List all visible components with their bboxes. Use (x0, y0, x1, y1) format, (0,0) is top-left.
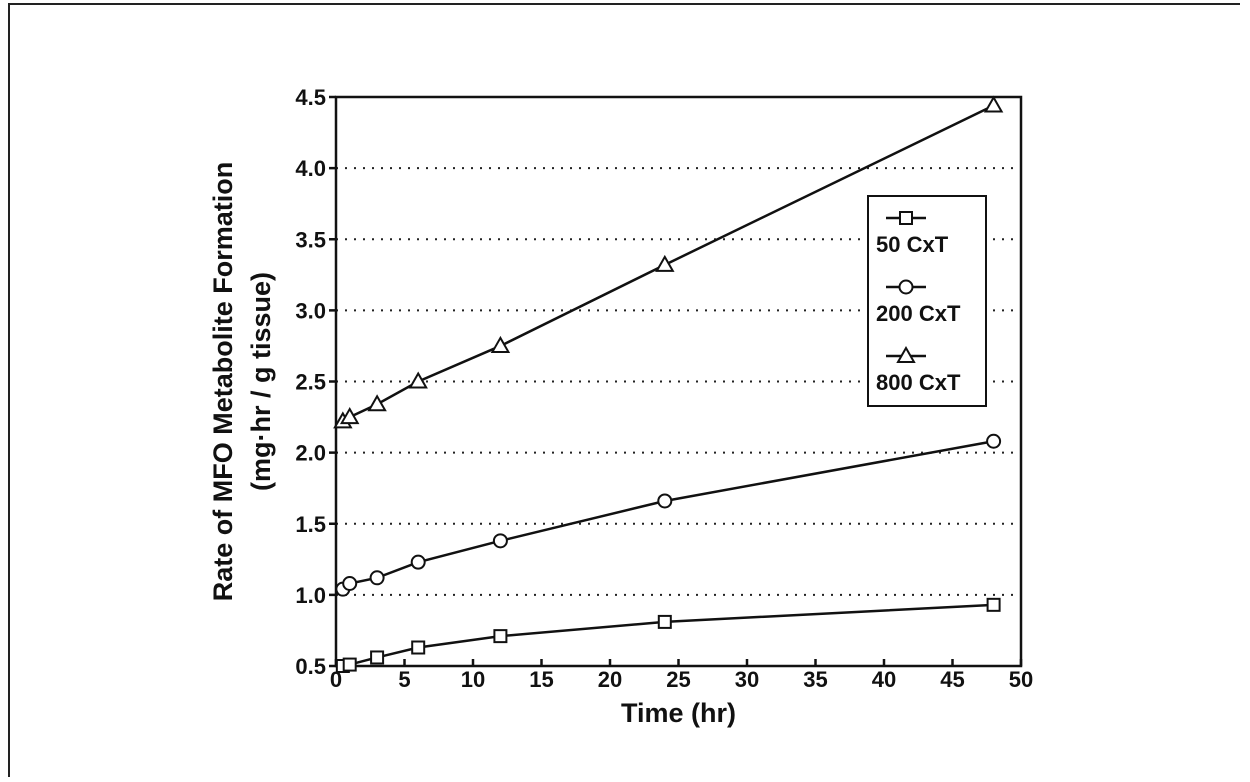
data-point (657, 493, 673, 509)
y-tick-label: 4.5 (295, 85, 326, 110)
series-triangle (333, 95, 1004, 429)
x-tick-label: 30 (735, 667, 759, 692)
x-tick-label: 20 (598, 667, 622, 692)
y-tick-label: 1.5 (295, 512, 326, 537)
data-point (986, 433, 1002, 449)
legend-label: 50 CxT (876, 232, 949, 257)
data-point (655, 254, 675, 272)
series-layer (333, 95, 1004, 673)
data-point (339, 407, 360, 425)
legend-label: 800 CxT (876, 370, 961, 395)
y-tick-label: 2.5 (295, 370, 326, 395)
series-line (342, 440, 994, 591)
x-tick-label: 5 (398, 667, 410, 692)
data-point (493, 629, 508, 644)
data-point (410, 554, 426, 570)
y-axis-title: Rate of MFO Metabolite Formation (208, 162, 238, 602)
legend-item: 200 CxT (876, 279, 961, 326)
y-tick-label: 0.5 (295, 654, 326, 679)
y-tick-label: 1.0 (295, 583, 326, 608)
x-tick-label: 35 (803, 667, 827, 692)
x-tick-label: 15 (529, 667, 553, 692)
legend-box (867, 195, 987, 407)
x-tick-label: 10 (461, 667, 485, 692)
data-point (370, 650, 385, 665)
data-point (492, 533, 508, 549)
series-square (335, 597, 1001, 673)
data-point (408, 371, 428, 389)
x-tick-label: 0 (330, 667, 342, 692)
x-axis-title: Time (hr) (621, 698, 736, 728)
y-axis-units: (mg·hr / g tissue) (246, 272, 276, 491)
data-point (342, 657, 357, 672)
series-circle (335, 433, 1002, 597)
data-point (342, 575, 358, 591)
data-point (986, 597, 1001, 612)
data-point (367, 394, 387, 412)
legend-marker (896, 345, 916, 363)
data-point (369, 570, 385, 586)
data-point (983, 95, 1004, 113)
x-tick-label: 45 (940, 667, 964, 692)
x-tick-label: 25 (666, 667, 690, 692)
y-tick-label: 2.0 (295, 441, 326, 466)
series-line (342, 603, 994, 668)
y-tick-label: 3.5 (295, 227, 326, 252)
legend-marker (898, 279, 914, 295)
data-point (657, 614, 672, 629)
legend-item: 800 CxT (876, 345, 961, 395)
figure-frame (8, 3, 1240, 777)
data-point (490, 335, 511, 353)
legend-label: 200 CxT (876, 301, 961, 326)
legend-marker (899, 211, 913, 225)
x-tick-labels: 0 5 10 15 20 25 30 35 40 45 50 (330, 667, 1033, 692)
x-tick-label: 50 (1009, 667, 1033, 692)
y-tick-labels: 0.5 1.0 1.5 2.0 2.5 3.0 3.5 4.0 4.5 (295, 85, 326, 679)
x-tick-label: 40 (872, 667, 896, 692)
legend: 50 CxT 200 CxT 800 CxT (867, 195, 987, 407)
data-point (411, 640, 426, 655)
y-tick-label: 3.0 (295, 298, 326, 323)
y-tick-label: 4.0 (295, 156, 326, 181)
legend-item: 50 CxT (876, 211, 949, 257)
